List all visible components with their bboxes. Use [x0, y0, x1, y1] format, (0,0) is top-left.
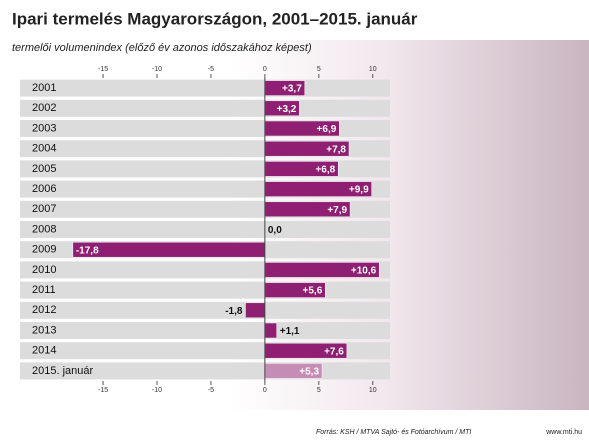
y-tick-label: 2009 [32, 244, 56, 256]
bar [264, 322, 277, 339]
y-tick-label: 2010 [32, 264, 56, 276]
x-tick-label: 0 [263, 66, 267, 73]
x-tick-label: -15 [98, 387, 108, 394]
value-label: +7,8 [326, 144, 346, 155]
y-tick-label: 2001 [32, 82, 56, 94]
source: Forrás: KSH / MTVA Sajtó- és Fotóarchívu… [316, 429, 471, 436]
row-background [20, 79, 390, 97]
y-tick-label: 2002 [32, 102, 56, 114]
value-label: +7,9 [327, 205, 347, 216]
row-background [20, 99, 390, 117]
value-label: -17,8 [76, 245, 99, 256]
x-tick-label: -15 [98, 66, 108, 73]
site: www.mti.hu [545, 429, 582, 436]
value-label: +9,9 [349, 185, 369, 196]
y-tick-label: 2013 [32, 324, 56, 336]
x-tick-label: 0 [263, 387, 267, 394]
bar [72, 241, 266, 258]
value-label: +5,6 [303, 286, 323, 297]
y-tick-label: 2003 [32, 122, 56, 134]
value-label: +1,1 [280, 326, 300, 337]
y-tick-label: 2008 [32, 223, 56, 235]
x-tick-label: 5 [317, 387, 321, 394]
x-tick-label: 10 [369, 66, 377, 73]
y-tick-label: 2005 [32, 163, 56, 175]
x-tick-label: -10 [152, 387, 162, 394]
y-tick-label: 2011 [32, 284, 56, 296]
value-label: +6,9 [317, 124, 337, 135]
value-label: +3,7 [282, 84, 302, 95]
y-tick-label: 2014 [32, 345, 56, 357]
y-tick-label: 2007 [32, 203, 56, 215]
y-tick-label: 2015. január [32, 365, 93, 377]
bar [245, 302, 266, 319]
x-tick-label: -5 [208, 66, 214, 73]
chart-subtitle: termelői volumenindex (előző év azonos i… [12, 42, 312, 54]
y-tick-label: 2004 [32, 143, 56, 155]
row-background [20, 301, 390, 319]
value-label: -1,8 [225, 306, 243, 317]
value-label: +3,2 [277, 104, 297, 115]
value-label: +10,6 [351, 266, 377, 277]
row-background [20, 221, 390, 238]
row-background [20, 281, 390, 299]
x-tick-label: -10 [152, 66, 162, 73]
y-tick-label: 2012 [32, 304, 56, 316]
value-label: +7,6 [324, 346, 344, 357]
x-tick-label: 5 [317, 66, 321, 73]
value-label: +6,8 [315, 165, 335, 176]
chart-title: Ipari termelés Magyarországon, 2001–2015… [12, 9, 418, 28]
row-background [20, 322, 390, 339]
x-tick-label: 10 [369, 387, 377, 394]
x-tick-label: -5 [208, 387, 214, 394]
value-label: 0,0 [268, 225, 282, 236]
value-label: +5,3 [299, 367, 319, 378]
y-tick-label: 2006 [32, 183, 56, 195]
